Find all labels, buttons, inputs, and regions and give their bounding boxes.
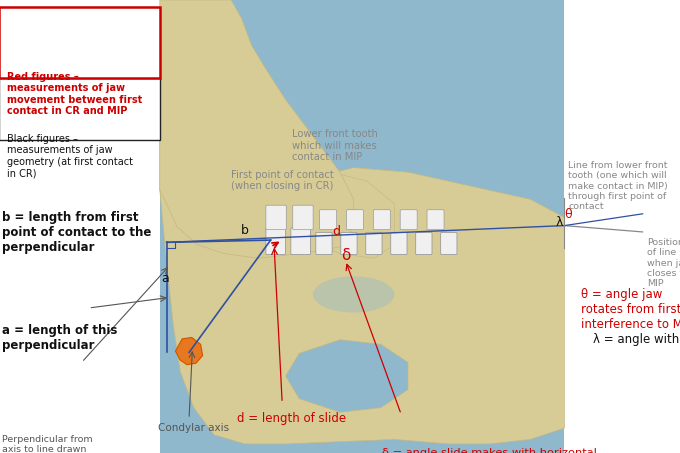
Text: Position
of line
when jaw
closes to
MIP: Position of line when jaw closes to MIP (647, 238, 680, 289)
FancyBboxPatch shape (441, 232, 457, 255)
FancyBboxPatch shape (320, 210, 337, 230)
FancyBboxPatch shape (316, 232, 332, 255)
Text: a: a (161, 272, 169, 285)
FancyBboxPatch shape (373, 210, 390, 230)
FancyBboxPatch shape (366, 232, 382, 255)
Polygon shape (286, 340, 408, 412)
Polygon shape (175, 337, 203, 365)
FancyBboxPatch shape (0, 78, 160, 140)
Text: λ = angle with horizontal: λ = angle with horizontal (593, 333, 680, 346)
Polygon shape (258, 168, 394, 258)
FancyBboxPatch shape (0, 7, 160, 78)
FancyBboxPatch shape (292, 205, 313, 230)
FancyBboxPatch shape (266, 228, 286, 255)
Text: θ = angle jaw
rotates from first
interference to MIP: θ = angle jaw rotates from first interfe… (581, 288, 680, 331)
FancyBboxPatch shape (400, 210, 418, 230)
FancyBboxPatch shape (341, 232, 357, 255)
FancyBboxPatch shape (427, 210, 444, 230)
Text: δ: δ (341, 248, 350, 264)
Text: First point of contact
(when closing in CR): First point of contact (when closing in … (231, 170, 334, 192)
FancyBboxPatch shape (266, 205, 286, 230)
Text: d: d (332, 225, 340, 237)
Text: d = length of slide: d = length of slide (237, 412, 345, 425)
FancyBboxPatch shape (347, 210, 364, 230)
FancyBboxPatch shape (415, 232, 432, 255)
Text: λ: λ (556, 217, 563, 229)
Text: Red figures –
measurements of jaw
movement between first
contact in CR and MIP: Red figures – measurements of jaw moveme… (7, 72, 143, 116)
Text: Line from lower front
tooth (one which will
make contact in MIP)
through first p: Line from lower front tooth (one which w… (568, 161, 668, 212)
Text: b = length from first
point of contact to the
perpendicular: b = length from first point of contact t… (2, 211, 152, 254)
Text: δ = angle slide makes with horizontal
positive = above horizontal
negative = bel: δ = angle slide makes with horizontal po… (382, 448, 597, 453)
Text: θ: θ (564, 208, 573, 221)
Polygon shape (160, 54, 564, 444)
FancyBboxPatch shape (391, 232, 407, 255)
Text: Lower front tooth
which will makes
contact in MIP: Lower front tooth which will makes conta… (292, 129, 378, 162)
Text: Black figures –
measurements of jaw
geometry (at first contact
in CR): Black figures – measurements of jaw geom… (7, 134, 133, 178)
Text: a = length of this
perpendicular: a = length of this perpendicular (2, 324, 118, 352)
Text: b: b (241, 224, 249, 236)
Polygon shape (160, 0, 354, 258)
Bar (160, 0, 564, 453)
Ellipse shape (313, 276, 394, 313)
FancyBboxPatch shape (291, 228, 311, 255)
Text: Perpendicular from
axis to line drawn
through front tooth
and first point of
con: Perpendicular from axis to line drawn th… (2, 435, 93, 453)
Text: Condylar axis: Condylar axis (158, 423, 229, 433)
